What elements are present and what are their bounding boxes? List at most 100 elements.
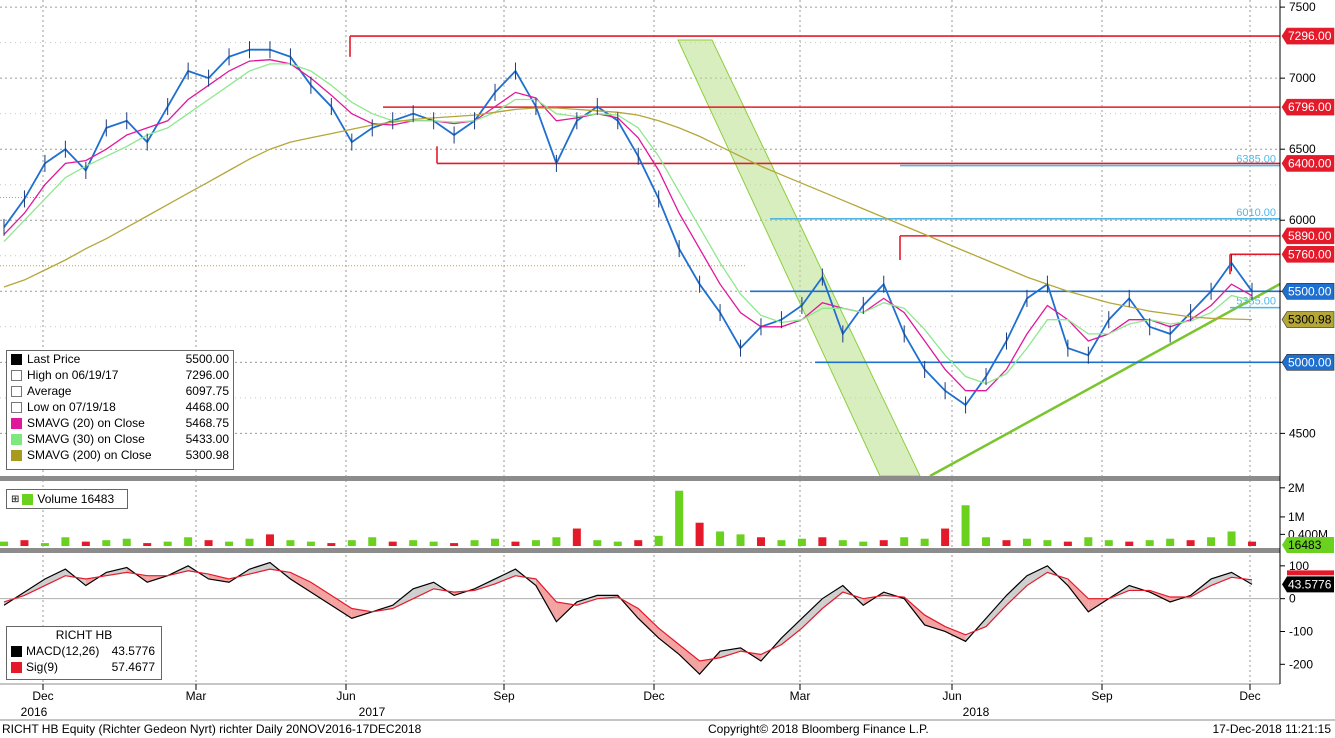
price-tag-label: 5890.00 <box>1288 229 1332 243</box>
macd-fill <box>106 567 127 576</box>
macd-fill <box>1211 572 1232 586</box>
volume-bar <box>1084 537 1093 546</box>
volume-bar <box>1145 540 1154 546</box>
macd-fill <box>310 582 332 606</box>
volume-bar <box>286 540 295 546</box>
macd-fill <box>801 598 823 629</box>
legend-value: 4468.00 <box>185 400 229 414</box>
price-tick-label: 6000 <box>1289 213 1316 227</box>
x-year-label: 2018 <box>963 705 990 719</box>
legend-label: Last Price <box>27 352 81 366</box>
volume-bar <box>736 534 745 546</box>
legend-value: 5433.00 <box>185 432 229 446</box>
legend-swatch <box>11 401 22 413</box>
volume-bar <box>470 540 479 546</box>
price-tag <box>1281 27 1335 45</box>
macd-tick-label: 0 <box>1289 592 1296 606</box>
macd-value: 43.5776 <box>111 644 155 658</box>
volume-tag <box>1282 537 1334 553</box>
expand-icon[interactable]: ⊞ <box>11 493 20 505</box>
price-tag-label: 5500.00 <box>1288 284 1332 298</box>
volume-bar <box>1227 531 1236 546</box>
volume-bar <box>122 538 131 546</box>
fib-level-label: 6385.00 <box>1236 154 1276 166</box>
panel-separator <box>0 548 1280 553</box>
support-trendline <box>929 282 1281 478</box>
volume-bar <box>797 538 806 546</box>
volume-bar <box>859 541 868 546</box>
volume-tick-label: 1M <box>1288 510 1305 524</box>
x-year-label: 2017 <box>359 705 386 719</box>
legend-value: 5468.75 <box>185 416 229 430</box>
volume-bar <box>511 541 520 546</box>
price-tag <box>1281 98 1335 116</box>
legend-label: High on 06/19/17 <box>27 368 119 382</box>
x-month-label: Dec <box>643 689 664 703</box>
legend-row: High on 06/19/17 7296.00 <box>7 367 233 383</box>
macd-fill <box>822 585 843 609</box>
volume-bar <box>572 528 581 546</box>
legend-label: SMAVG (30) on Close <box>27 432 145 446</box>
price-tick-label: 7000 <box>1289 71 1316 85</box>
legend-row: SMAVG (20) on Close 5468.75 <box>7 415 233 431</box>
price-tick-label: 7500 <box>1289 0 1316 14</box>
x-month-label: Sep <box>493 689 515 703</box>
legend-label: Average <box>27 384 72 398</box>
volume-bar <box>654 535 663 546</box>
macd-fill <box>638 608 659 639</box>
macd-fill <box>1006 575 1027 606</box>
volume-bar <box>102 540 111 546</box>
volume-bar <box>491 538 500 546</box>
volume-bar <box>695 522 704 546</box>
volume-bar <box>1248 541 1256 546</box>
footer-left: RICHT HB Equity (Richter Gedeon Nyrt) ri… <box>2 722 422 736</box>
volume-bar <box>1063 541 1072 546</box>
volume-bar <box>1125 541 1134 546</box>
volume-legend: ⊞ Volume 16483 <box>6 489 128 509</box>
legend-row: Average 6097.75 <box>7 383 233 399</box>
legend-value: 5300.98 <box>185 448 229 462</box>
legend-swatch <box>11 417 22 429</box>
volume-bar <box>593 540 602 546</box>
legend-row: SMAVG (200) on Close 5300.98 <box>7 447 233 463</box>
volume-bar <box>450 543 459 546</box>
volume-bar <box>982 537 991 546</box>
macd-label: MACD(12,26) <box>26 644 100 658</box>
macd-tag <box>1282 576 1334 593</box>
macd-legend: RICHT HB MACD(12,26) 43.5776 Sig(9) 57.4… <box>6 626 162 680</box>
macd-tick-label: -200 <box>1289 657 1313 671</box>
volume-bar <box>1166 538 1175 546</box>
volume-bar <box>675 490 684 546</box>
price-tick-label: 4500 <box>1289 426 1316 440</box>
footer-right: 17-Dec-2018 11:21:15 <box>1212 722 1331 736</box>
volume-bar <box>409 540 418 546</box>
volume-bar <box>163 541 172 546</box>
volume-bar <box>961 505 970 546</box>
volume-bar <box>838 540 847 546</box>
volume-bar <box>0 541 8 546</box>
macd-title: RICHT HB <box>55 628 113 642</box>
macd-fill <box>208 574 230 583</box>
price-tag <box>1281 227 1335 245</box>
macd-fill <box>249 562 270 575</box>
macd-fill <box>781 618 802 645</box>
price-tag-label: 5760.00 <box>1288 247 1332 261</box>
price-tag <box>1281 354 1335 371</box>
fib-level-label: 5385.00 <box>1236 296 1276 308</box>
volume-swatch <box>22 493 34 505</box>
price-tag <box>1281 246 1335 263</box>
x-month-label: Sep <box>1091 689 1113 703</box>
x-month-label: Jun <box>942 689 961 703</box>
x-year-label: 2016 <box>21 705 48 719</box>
volume-bar <box>1207 537 1216 546</box>
macd-fill <box>392 588 414 609</box>
volume-bar <box>818 537 827 546</box>
signal-line <box>3 568 1253 662</box>
volume-bar <box>306 541 315 546</box>
volume-bar <box>388 541 397 546</box>
fib-level-label: 6010.00 <box>1236 207 1276 219</box>
volume-bar <box>143 543 152 546</box>
volume-bar <box>225 541 234 546</box>
